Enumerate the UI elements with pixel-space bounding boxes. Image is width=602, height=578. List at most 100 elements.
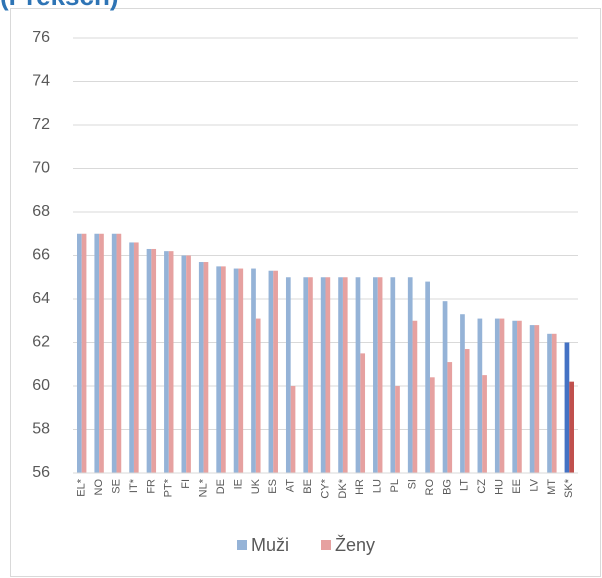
x-tick-label: RO	[424, 479, 436, 496]
bar	[482, 375, 487, 473]
bar	[395, 386, 400, 473]
bar	[99, 233, 104, 473]
bar	[360, 353, 366, 473]
x-tick-label: CZ	[476, 479, 488, 494]
bar	[233, 268, 239, 473]
bar	[255, 318, 261, 473]
y-tick-label: 68	[32, 203, 50, 220]
bar	[308, 277, 313, 473]
bar	[133, 242, 139, 473]
bar	[377, 277, 383, 473]
bar	[303, 277, 309, 473]
x-tick-label: BE	[302, 479, 314, 494]
y-tick-label: 72	[32, 116, 50, 133]
bar	[390, 277, 396, 473]
bar	[164, 251, 169, 473]
y-tick-label: 56	[32, 464, 50, 481]
bar	[116, 233, 122, 473]
x-tick-label: EE	[511, 479, 523, 494]
x-tick-label: LV	[528, 478, 540, 491]
bar	[216, 266, 222, 473]
x-tick-label: HU	[494, 479, 506, 495]
x-tick-label: MT	[546, 479, 558, 495]
x-tick-label: BG	[441, 479, 453, 495]
bar	[129, 242, 134, 473]
bar	[181, 255, 187, 473]
x-tick-label: DE	[215, 479, 227, 494]
x-tick-label: UK	[250, 478, 262, 494]
y-tick-label: 60	[32, 377, 50, 394]
bar	[320, 277, 326, 473]
y-tick-label: 74	[32, 73, 50, 90]
bar	[460, 314, 465, 473]
bar	[442, 301, 448, 473]
x-tick-label: PL	[389, 479, 401, 492]
x-tick-label: FI	[180, 479, 192, 489]
bar	[425, 281, 430, 473]
bar	[151, 248, 157, 473]
bar	[494, 318, 500, 473]
bar	[198, 262, 204, 473]
x-tick-label: SI	[406, 479, 418, 489]
x-tick-label: CY*	[319, 478, 331, 498]
bar	[111, 233, 117, 473]
bar	[499, 318, 505, 473]
bar	[464, 349, 470, 473]
bar	[517, 320, 522, 473]
x-tick-label: DK*	[337, 478, 349, 498]
bar	[203, 262, 209, 473]
legend-label: Ženy	[335, 535, 375, 555]
y-tick-label: 58	[32, 421, 50, 438]
legend-label: Muži	[251, 535, 289, 555]
x-tick-label: HR	[354, 479, 366, 495]
bar	[273, 270, 278, 473]
bar	[512, 320, 518, 473]
x-tick-label: LT	[459, 479, 471, 491]
y-tick-label: 66	[32, 247, 50, 264]
x-tick-label: NL*	[198, 478, 210, 497]
bar	[94, 233, 100, 473]
bar	[186, 255, 191, 473]
x-tick-label: PT*	[163, 478, 175, 497]
chart-title: (Preksch)	[0, 0, 119, 11]
bar	[534, 325, 540, 473]
bar	[342, 277, 348, 473]
x-tick-label: ES	[267, 479, 279, 494]
x-tick-label: EL*	[76, 478, 88, 496]
bar	[477, 318, 483, 473]
bar	[373, 277, 378, 473]
bar	[447, 362, 453, 473]
bar	[221, 266, 226, 473]
bar	[251, 268, 256, 473]
bar	[569, 381, 574, 473]
bar	[81, 233, 87, 473]
x-tick-label: SK*	[563, 478, 575, 498]
bar	[412, 320, 418, 473]
legend-swatch	[237, 540, 247, 550]
bar	[325, 277, 331, 473]
bar	[285, 277, 291, 473]
x-tick-label: IE	[232, 479, 244, 489]
bar	[564, 342, 570, 473]
bar	[547, 333, 552, 473]
x-tick-label: IT*	[128, 478, 140, 493]
x-tick-label: FR	[145, 479, 157, 494]
x-tick-label: AT	[285, 479, 297, 493]
y-tick-label: 64	[32, 290, 50, 307]
y-tick-label: 70	[32, 160, 50, 177]
bar	[355, 277, 361, 473]
bar	[429, 377, 435, 473]
x-tick-label: NO	[93, 479, 105, 496]
y-tick-label: 76	[32, 29, 50, 46]
bar	[146, 248, 152, 473]
bar	[238, 268, 244, 473]
bar	[338, 277, 343, 473]
bar	[168, 251, 174, 473]
bar	[407, 277, 413, 473]
bar	[77, 233, 82, 473]
bar	[290, 386, 296, 473]
bar	[529, 325, 535, 473]
legend-swatch	[321, 540, 331, 550]
x-tick-label: SE	[110, 479, 122, 494]
